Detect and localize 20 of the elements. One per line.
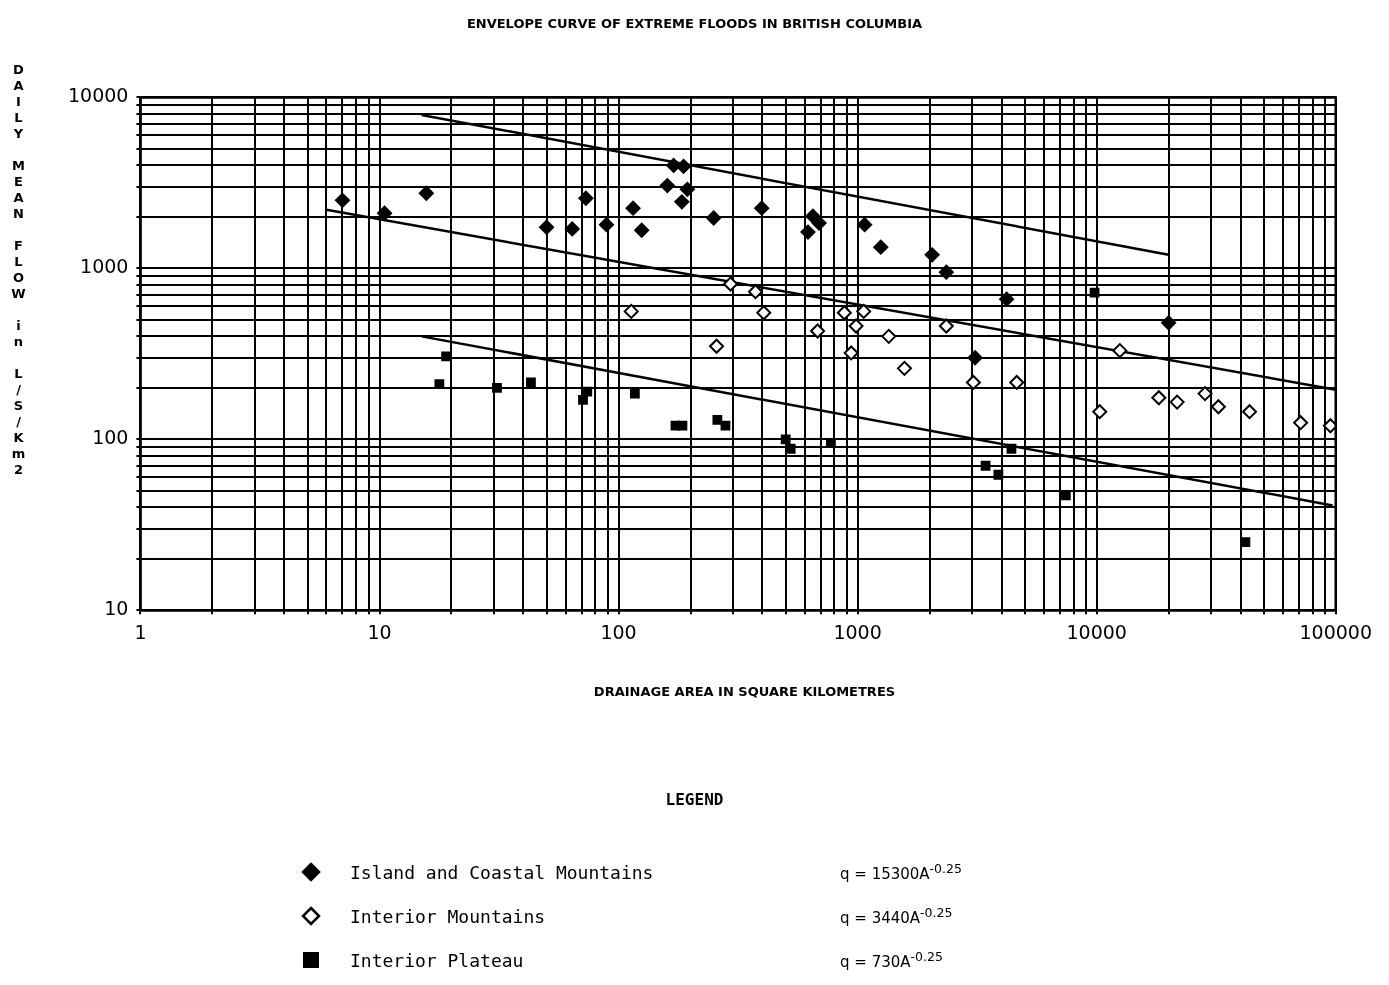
x-tick-label: 10000 xyxy=(1066,620,1127,643)
y-tick-label: 1000 xyxy=(80,255,129,278)
x-axis-title: DRAINAGE AREA IN SQUARE KILOMETRES xyxy=(592,684,897,699)
x-tick-label: 1 xyxy=(134,620,147,643)
text: q = 15300A$^{-0.25}$ xyxy=(840,861,962,883)
legend-label: Interior Plateau xyxy=(350,949,525,971)
legend-label: Interior Mountains xyxy=(350,905,547,927)
x-tick-label: 10 xyxy=(367,620,392,643)
legend-label: Island and Coastal Mountains xyxy=(350,861,655,883)
text: q = 3440A$^{-0.25}$ xyxy=(840,905,953,927)
x-tick-label: 100 xyxy=(600,620,637,643)
y-tick-label: 100 xyxy=(92,426,129,449)
x-tick-label: 1000 xyxy=(833,620,882,643)
chart-title: ENVELOPE CURVE OF EXTREME FLOODS IN BRITISH COLUMBIA xyxy=(465,16,924,31)
y-axis-title: DAILY MEAN FLOW in L/S/Km2 xyxy=(10,62,27,480)
y-tick-label: 10000 xyxy=(67,84,129,107)
y-tick-label: 10 xyxy=(104,597,129,620)
x-tick-label: 100000 xyxy=(1299,620,1372,643)
legend-title: LEGEND xyxy=(664,790,725,809)
text: q = 730A$^{-0.25}$ xyxy=(840,949,943,971)
